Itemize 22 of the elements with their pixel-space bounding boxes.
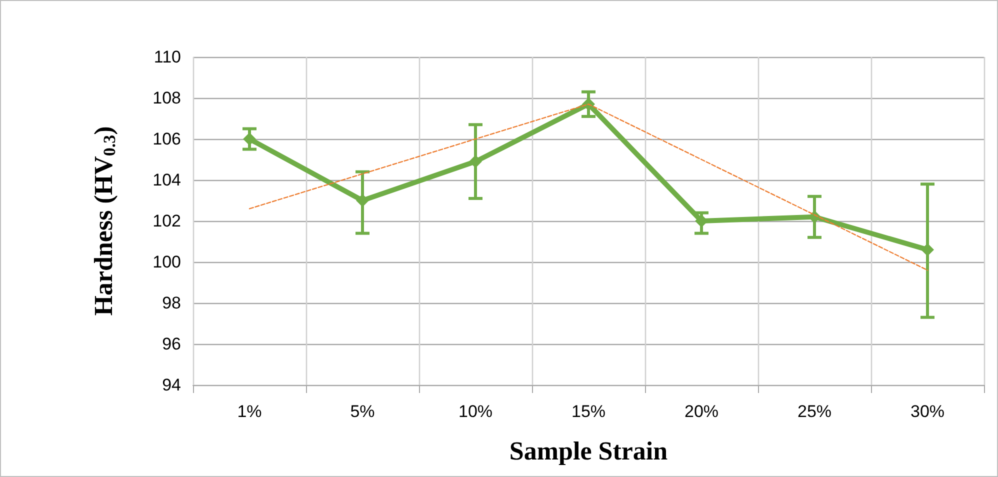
y-tick-label: 94	[162, 376, 181, 394]
x-tick-label: 25%	[797, 402, 832, 421]
x-tick-label: 1%	[237, 402, 262, 421]
x-tick-label: 10%	[458, 402, 493, 421]
y-axis-title: Hardness (HV0.3)	[89, 126, 119, 316]
x-tick-label: 15%	[571, 402, 606, 421]
point	[356, 194, 369, 207]
point	[469, 155, 482, 168]
y-tick-label: 104	[152, 170, 181, 190]
point	[921, 243, 934, 256]
y-tick-label: 96	[162, 334, 181, 354]
x-tick-label: 30%	[910, 402, 945, 421]
y-tick-label: 98	[162, 294, 181, 312]
y-tick-label: 108	[152, 88, 181, 108]
point	[243, 132, 256, 146]
y-tick-label: 106	[152, 130, 181, 148]
x-tick-label: 5%	[350, 402, 375, 421]
x-tick-label: 20%	[684, 402, 719, 421]
x-axis-title: Sample Strain	[509, 436, 668, 466]
y-tick-label: 100	[152, 252, 181, 272]
y-tick-label: 102	[152, 212, 181, 230]
y-tick-label: 110	[154, 48, 181, 66]
